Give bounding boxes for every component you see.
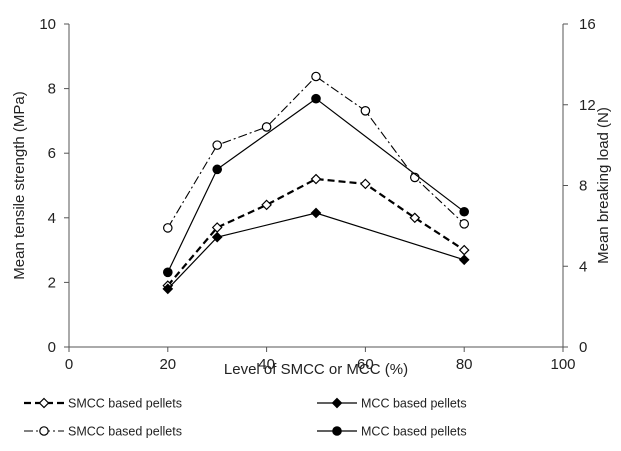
series-line: [167, 212, 465, 290]
y-tick-label: 4: [48, 210, 56, 227]
y2-tick-label: 4: [579, 258, 587, 275]
data-point: [459, 206, 469, 217]
data-point: [360, 106, 371, 116]
x-tick-label: 40: [258, 356, 275, 373]
data-point: [311, 71, 321, 82]
legend-label: MCC based pellets: [361, 397, 467, 411]
legend-item: SMCC based pellets: [24, 397, 182, 411]
data-point: [458, 254, 470, 266]
data-point: [211, 231, 223, 243]
y-tick-label: 6: [48, 145, 56, 162]
data-point: [162, 283, 174, 295]
series-2: [162, 207, 470, 295]
series-line: [166, 177, 465, 287]
y-tick-label: 0: [48, 339, 56, 356]
data-point: [212, 140, 222, 150]
series-4: [163, 93, 469, 278]
data-point: [458, 244, 470, 256]
legend-swatch-marker: [38, 397, 50, 409]
series-layer: [162, 71, 470, 295]
data-point: [310, 173, 322, 185]
data-point: [261, 122, 272, 132]
data-point: [163, 267, 173, 278]
legend-swatch-marker: [39, 426, 49, 436]
data-point: [459, 219, 469, 229]
legend-swatch-marker: [332, 426, 342, 436]
y2-tick-label: 8: [579, 178, 587, 195]
data-point: [360, 178, 371, 190]
y-tick-label: 2: [48, 274, 56, 291]
y-tick-label: 10: [39, 16, 56, 33]
y2-axis-title: Mean breaking load (N): [595, 107, 612, 264]
data-point: [311, 93, 321, 104]
legend-item: SMCC based pellets: [24, 425, 182, 439]
y2-tick-label: 12: [579, 97, 596, 114]
legend-label: MCC based pellets: [361, 425, 467, 439]
data-point: [212, 164, 222, 175]
legend: SMCC based pellets MCC based pellets SMCC …: [24, 397, 467, 439]
data-point: [409, 212, 421, 224]
series-line: [167, 97, 465, 273]
y-tick-label: 8: [48, 81, 56, 98]
y-axis-title: Mean tensile strength (MPa): [11, 91, 28, 279]
series-3: [163, 71, 469, 233]
y2-tick-label: 0: [579, 339, 587, 356]
data-point: [310, 207, 322, 219]
legend-item: MCC based pellets: [317, 425, 467, 439]
data-point: [261, 199, 272, 211]
x-tick-label: 100: [550, 356, 575, 373]
legend-label: SMCC based pellets: [68, 397, 182, 411]
x-tick-label: 20: [159, 356, 176, 373]
x-tick-label: 60: [357, 356, 374, 373]
y2-tick-label: 16: [579, 16, 596, 33]
x-axis-title: Level of SMCC or MCC (%): [224, 361, 408, 378]
legend-swatch-marker: [331, 397, 343, 409]
x-tick-label: 0: [65, 356, 73, 373]
x-tick-label: 80: [456, 356, 473, 373]
legend-label: SMCC based pellets: [68, 425, 182, 439]
legend-item: MCC based pellets: [317, 397, 467, 411]
data-point: [163, 223, 173, 233]
series-1: [162, 173, 470, 291]
